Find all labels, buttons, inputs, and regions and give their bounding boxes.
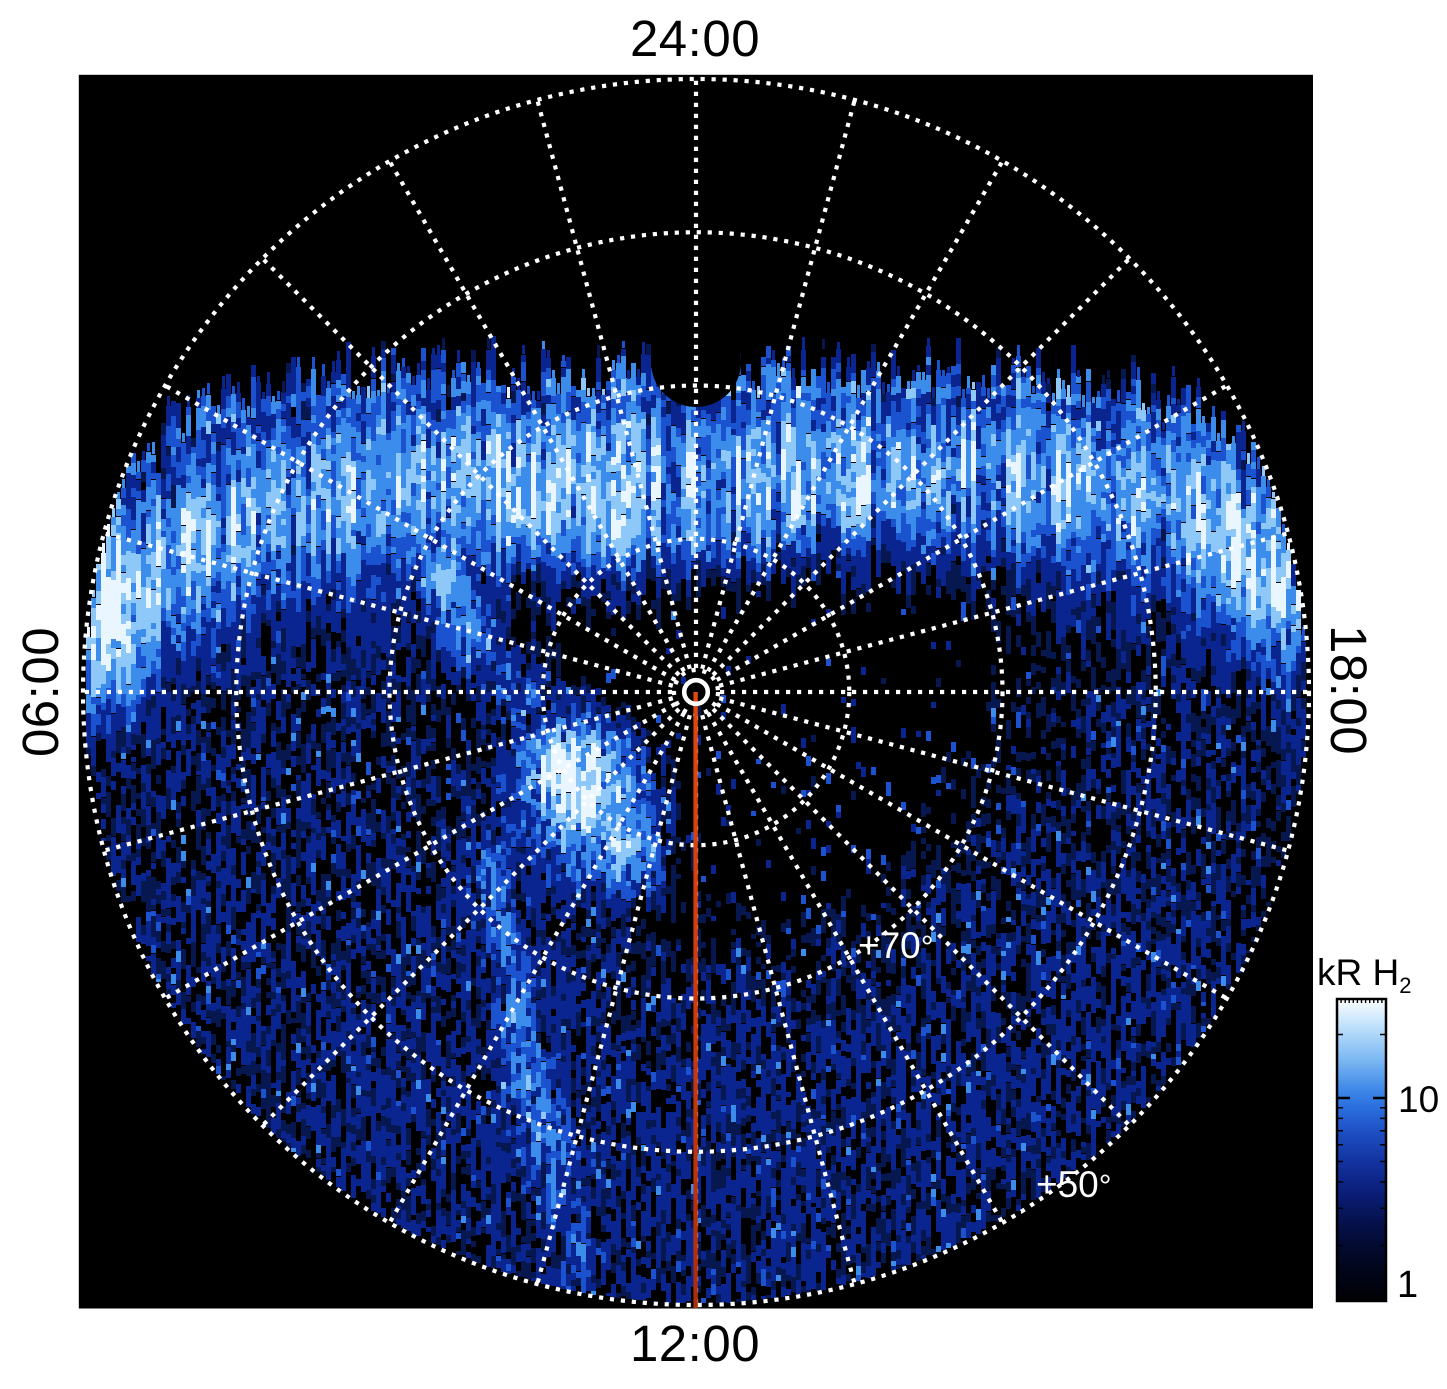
svg-text:24:00: 24:00 [630, 10, 760, 67]
svg-text:+70°: +70° [858, 925, 934, 966]
svg-text:06:00: 06:00 [12, 627, 69, 757]
svg-text:1: 1 [1397, 1264, 1418, 1306]
svg-text:+50°: +50° [1036, 1164, 1112, 1205]
svg-text:kR H2: kR H2 [1317, 952, 1411, 998]
svg-text:18:00: 18:00 [1320, 625, 1377, 755]
svg-text:12:00: 12:00 [630, 1315, 760, 1372]
svg-text:10: 10 [1398, 1079, 1439, 1120]
